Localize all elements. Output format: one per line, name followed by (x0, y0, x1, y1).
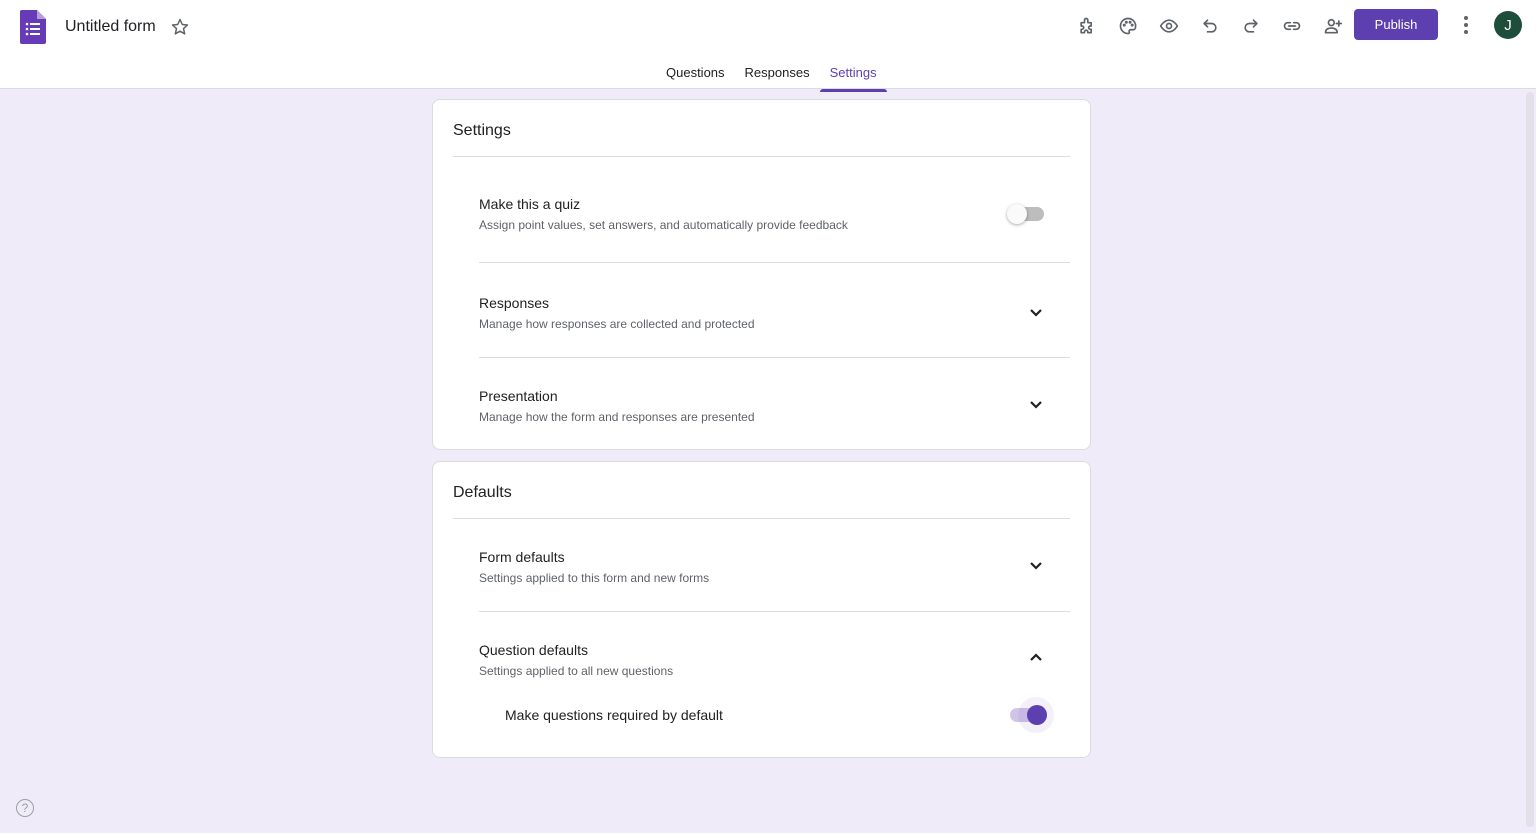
publish-button[interactable]: Publish (1354, 9, 1438, 40)
quiz-toggle[interactable] (1007, 204, 1044, 224)
responses-subtitle: Manage how responses are collected and p… (479, 317, 755, 331)
presentation-subtitle: Manage how the form and responses are pr… (479, 410, 755, 424)
link-icon[interactable] (1271, 14, 1312, 38)
chevron-down-icon[interactable] (1028, 396, 1044, 412)
defaults-card: Defaults Form defaults Settings applied … (432, 461, 1091, 758)
question-defaults-subtitle: Settings applied to all new questions (479, 664, 674, 678)
form-title[interactable]: Untitled form (65, 18, 156, 35)
responses-title: Responses (479, 295, 550, 311)
settings-heading: Settings (453, 122, 1070, 157)
question-defaults-title: Question defaults (479, 642, 588, 658)
add-collaborator-icon[interactable] (1312, 14, 1353, 38)
add-ons-icon[interactable] (1066, 14, 1107, 38)
quiz-title: Make this a quiz (479, 196, 581, 212)
toggle-knob (1007, 204, 1027, 224)
quiz-subtitle: Assign point values, set answers, and au… (479, 218, 848, 232)
chevron-up-icon[interactable] (1028, 650, 1044, 666)
required-default-toggle[interactable] (1010, 697, 1054, 733)
required-default-label: Make questions required by default (505, 707, 723, 723)
chevron-down-icon[interactable] (1028, 557, 1044, 573)
responses-row[interactable]: Responses Manage how responses are colle… (479, 263, 1070, 358)
presentation-title: Presentation (479, 388, 558, 404)
forms-logo-icon[interactable] (20, 10, 46, 44)
form-defaults-title: Form defaults (479, 549, 565, 565)
chevron-down-icon[interactable] (1028, 304, 1044, 320)
settings-card: Settings Make this a quiz Assign point v… (432, 99, 1091, 450)
tab-settings[interactable]: Settings (819, 60, 887, 92)
tab-responses[interactable]: Responses (744, 65, 810, 80)
help-icon[interactable]: ? (16, 799, 34, 817)
avatar[interactable]: J (1494, 11, 1522, 39)
question-defaults-row[interactable]: Question defaults Settings applied to al… (479, 612, 1070, 752)
app-header: Untitled form Publish J Questions Respon… (0, 0, 1536, 92)
form-defaults-row[interactable]: Form defaults Settings applied to this f… (479, 519, 1070, 612)
scrollbar[interactable] (1526, 92, 1534, 827)
star-icon[interactable] (170, 17, 190, 37)
preview-eye-icon[interactable] (1148, 14, 1189, 38)
defaults-heading: Defaults (453, 484, 1070, 519)
quiz-row[interactable]: Make this a quiz Assign point values, se… (479, 157, 1070, 263)
tab-questions[interactable]: Questions (666, 65, 725, 80)
tab-bar: Questions Responses Settings (656, 60, 887, 92)
palette-icon[interactable] (1107, 14, 1148, 38)
redo-icon[interactable] (1230, 14, 1271, 38)
toggle-knob (1027, 705, 1047, 725)
presentation-row[interactable]: Presentation Manage how the form and res… (479, 358, 1070, 451)
undo-icon[interactable] (1189, 14, 1230, 38)
more-vert-icon[interactable] (1456, 14, 1476, 36)
form-defaults-subtitle: Settings applied to this form and new fo… (479, 571, 710, 585)
